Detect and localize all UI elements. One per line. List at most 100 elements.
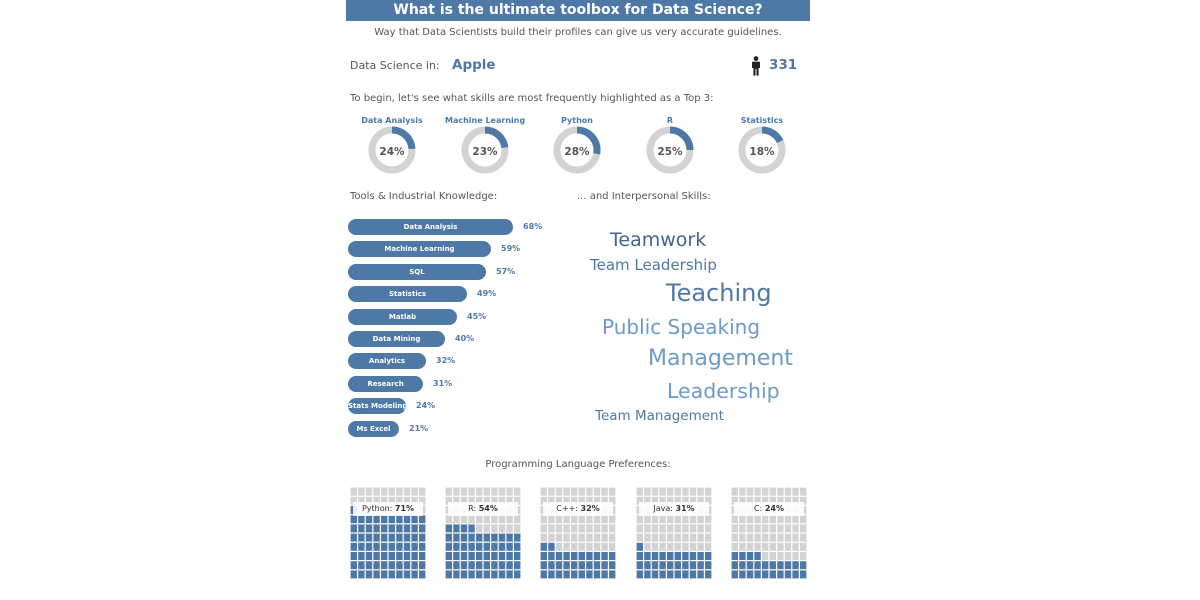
waffle-cell (731, 552, 738, 560)
waffle-cell (476, 542, 483, 551)
waffle-cell (563, 570, 570, 579)
waffle-cell (784, 487, 792, 496)
waffle-cell (453, 561, 460, 570)
waffle-cell (578, 542, 585, 551)
waffle-cell (403, 515, 411, 524)
waffle-cell (350, 542, 357, 551)
waffle-cell (396, 561, 403, 570)
waffle-cell (792, 515, 799, 524)
word-teaching: Teaching (666, 279, 772, 307)
waffle-cell (800, 570, 807, 579)
donut-arc-data-analysis (368, 126, 416, 174)
waffle-grid-java (636, 487, 712, 579)
waffle-cell (593, 552, 601, 560)
waffle-cell (411, 496, 418, 505)
filter-label: Data Science in: (350, 59, 440, 72)
company-filter-value[interactable]: Apple (452, 57, 496, 73)
donut-value-r: 25% (657, 146, 683, 158)
waffle-cell (659, 515, 666, 524)
waffle-cell (762, 552, 769, 560)
waffle-cell (514, 496, 521, 505)
waffle-cell (411, 561, 418, 570)
waffle-cell (365, 561, 373, 570)
waffle-cell (411, 524, 418, 533)
waffle-cell (571, 570, 578, 579)
waffle-cell (674, 524, 681, 533)
waffle-cell (365, 570, 373, 579)
waffle-cell (609, 496, 616, 505)
waffle-cell (350, 561, 357, 570)
waffle-cell (396, 524, 403, 533)
waffle-cell (563, 542, 570, 551)
waffle-cell (636, 496, 643, 505)
waffle-cell (609, 570, 616, 579)
waffle-cell (555, 533, 563, 542)
waffle-cell (746, 533, 754, 542)
waffle-cell (445, 515, 452, 524)
word-team-leadership: Team Leadership (590, 256, 717, 274)
bar-value-matlab: 45% (467, 311, 487, 321)
bar-ms-excel: Ms Excel (348, 420, 399, 437)
waffle-cell (506, 561, 513, 570)
waffle-cell (769, 524, 776, 533)
waffle-cell (674, 533, 681, 542)
waffle-cell (651, 496, 659, 505)
waffle-cell (373, 542, 380, 551)
waffle-cell (468, 533, 475, 542)
waffle-cell (396, 487, 403, 496)
waffle-cell (651, 487, 659, 496)
profile-count: 331 (769, 57, 798, 73)
waffle-cell (555, 496, 563, 505)
waffle-cell (800, 496, 807, 505)
waffle-cell (388, 552, 395, 560)
waffle-cell (636, 515, 643, 524)
waffle-cell (682, 542, 689, 551)
waffle-cell (644, 561, 651, 570)
bar-row-analytics: Analytics 32% (348, 353, 548, 370)
waffle-cell (689, 542, 697, 551)
waffle-cell (381, 542, 388, 551)
bar-row-sql: SQL 57% (348, 263, 548, 280)
waffle-cell (468, 524, 475, 533)
waffle-cell (739, 487, 746, 496)
waffle-cell (403, 487, 411, 496)
waffle-cell (476, 496, 483, 505)
waffle-cell (403, 570, 411, 579)
waffle-cell (460, 561, 468, 570)
waffle-cell (689, 561, 697, 570)
waffle-cell (555, 570, 563, 579)
waffle-cell (460, 570, 468, 579)
waffle-cell (403, 542, 411, 551)
donut-data-analysis: Data Analysis 24% (352, 116, 432, 182)
donut-ring-r (646, 126, 694, 174)
waffle-cell (358, 524, 365, 533)
waffle-cell (358, 496, 365, 505)
waffle-cell (697, 552, 704, 560)
waffle-cell (460, 515, 468, 524)
waffle-cell (746, 524, 754, 533)
waffle-grid-python (350, 487, 426, 579)
waffle-cell (651, 542, 659, 551)
waffle-cell (682, 487, 689, 496)
waffle-cell (514, 524, 521, 533)
waffle-cell (403, 533, 411, 542)
waffle-c: C: 24% (731, 487, 807, 579)
waffle-cell (731, 524, 738, 533)
donut-arc-statistics (738, 126, 786, 174)
waffle-cell (498, 570, 506, 579)
waffle-cell (586, 533, 593, 542)
waffle-cell (601, 487, 608, 496)
waffle-cell (659, 552, 666, 560)
waffle-cell (453, 524, 460, 533)
waffle-cell (373, 496, 380, 505)
waffle-cell (769, 496, 776, 505)
waffle-cell (491, 552, 498, 560)
waffle-cell (769, 533, 776, 542)
donut-arc-machine-learning (461, 126, 509, 174)
waffle-cell (476, 524, 483, 533)
donut-python: Python 28% (537, 116, 617, 182)
waffle-cell (754, 552, 761, 560)
waffle-cell (358, 561, 365, 570)
waffle-cell (667, 487, 674, 496)
waffle-cell (563, 552, 570, 560)
